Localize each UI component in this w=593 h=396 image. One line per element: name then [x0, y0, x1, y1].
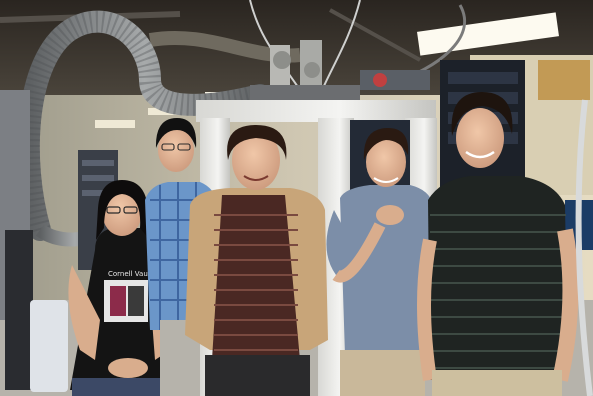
person-4-hair	[363, 128, 409, 160]
person-1-jeans	[72, 378, 168, 396]
wall-corkboard	[538, 60, 590, 100]
person-3-striped-shirt	[212, 195, 300, 360]
ceiling-light-left	[95, 120, 135, 128]
person-5-face	[456, 108, 504, 168]
tshirt-text: Cornell Vault	[108, 270, 153, 278]
white-canister	[30, 300, 68, 392]
person-1-face	[102, 188, 142, 236]
person-3	[185, 125, 328, 396]
person-4-polo	[340, 185, 433, 355]
person-3-face	[232, 130, 280, 190]
person-5	[417, 92, 579, 396]
ceiling-light-right	[417, 12, 559, 56]
person-4-khakis	[340, 350, 425, 396]
person-1-hair	[96, 180, 150, 240]
person-1-left-arm	[68, 265, 100, 360]
person-5-khakis	[432, 370, 562, 396]
person-3-hair	[227, 125, 287, 160]
right-cable	[575, 99, 593, 396]
person-1-glasses	[106, 206, 121, 214]
person-3-pants	[205, 355, 310, 396]
person-2-face	[158, 128, 194, 172]
person-4-hand	[376, 205, 404, 225]
person-5-right-arm	[552, 228, 579, 382]
person-2-hair	[155, 118, 197, 148]
person-5-left-arm	[417, 238, 437, 382]
person-4-face	[366, 137, 406, 187]
dewar	[5, 230, 33, 390]
frame-top-beam	[196, 100, 436, 122]
pump	[360, 70, 430, 90]
person-1-hands	[108, 358, 148, 378]
ceiling-pipe-2	[329, 8, 421, 62]
person-2-glasses	[161, 143, 175, 151]
person-5-hair	[451, 92, 513, 136]
dilution-refrigerator-top	[250, 40, 430, 100]
person-5-polo	[428, 176, 568, 380]
person-4	[326, 128, 433, 396]
person-4-arm	[332, 222, 386, 283]
